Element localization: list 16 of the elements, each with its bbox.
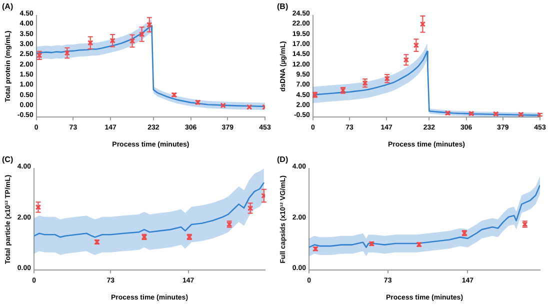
point	[64, 50, 70, 56]
point	[110, 38, 116, 44]
point	[247, 205, 254, 212]
point	[420, 21, 426, 28]
point	[413, 42, 420, 48]
point	[403, 57, 410, 63]
chart-title: (B)	[277, 2, 288, 12]
chart-title: (A)	[2, 2, 14, 12]
point	[246, 104, 252, 110]
point	[87, 40, 94, 46]
chart-title: (D)	[277, 155, 288, 164]
chart-title: (C)	[2, 155, 14, 164]
point	[129, 38, 136, 44]
point	[138, 31, 145, 38]
point	[220, 102, 226, 108]
point	[35, 204, 42, 210]
